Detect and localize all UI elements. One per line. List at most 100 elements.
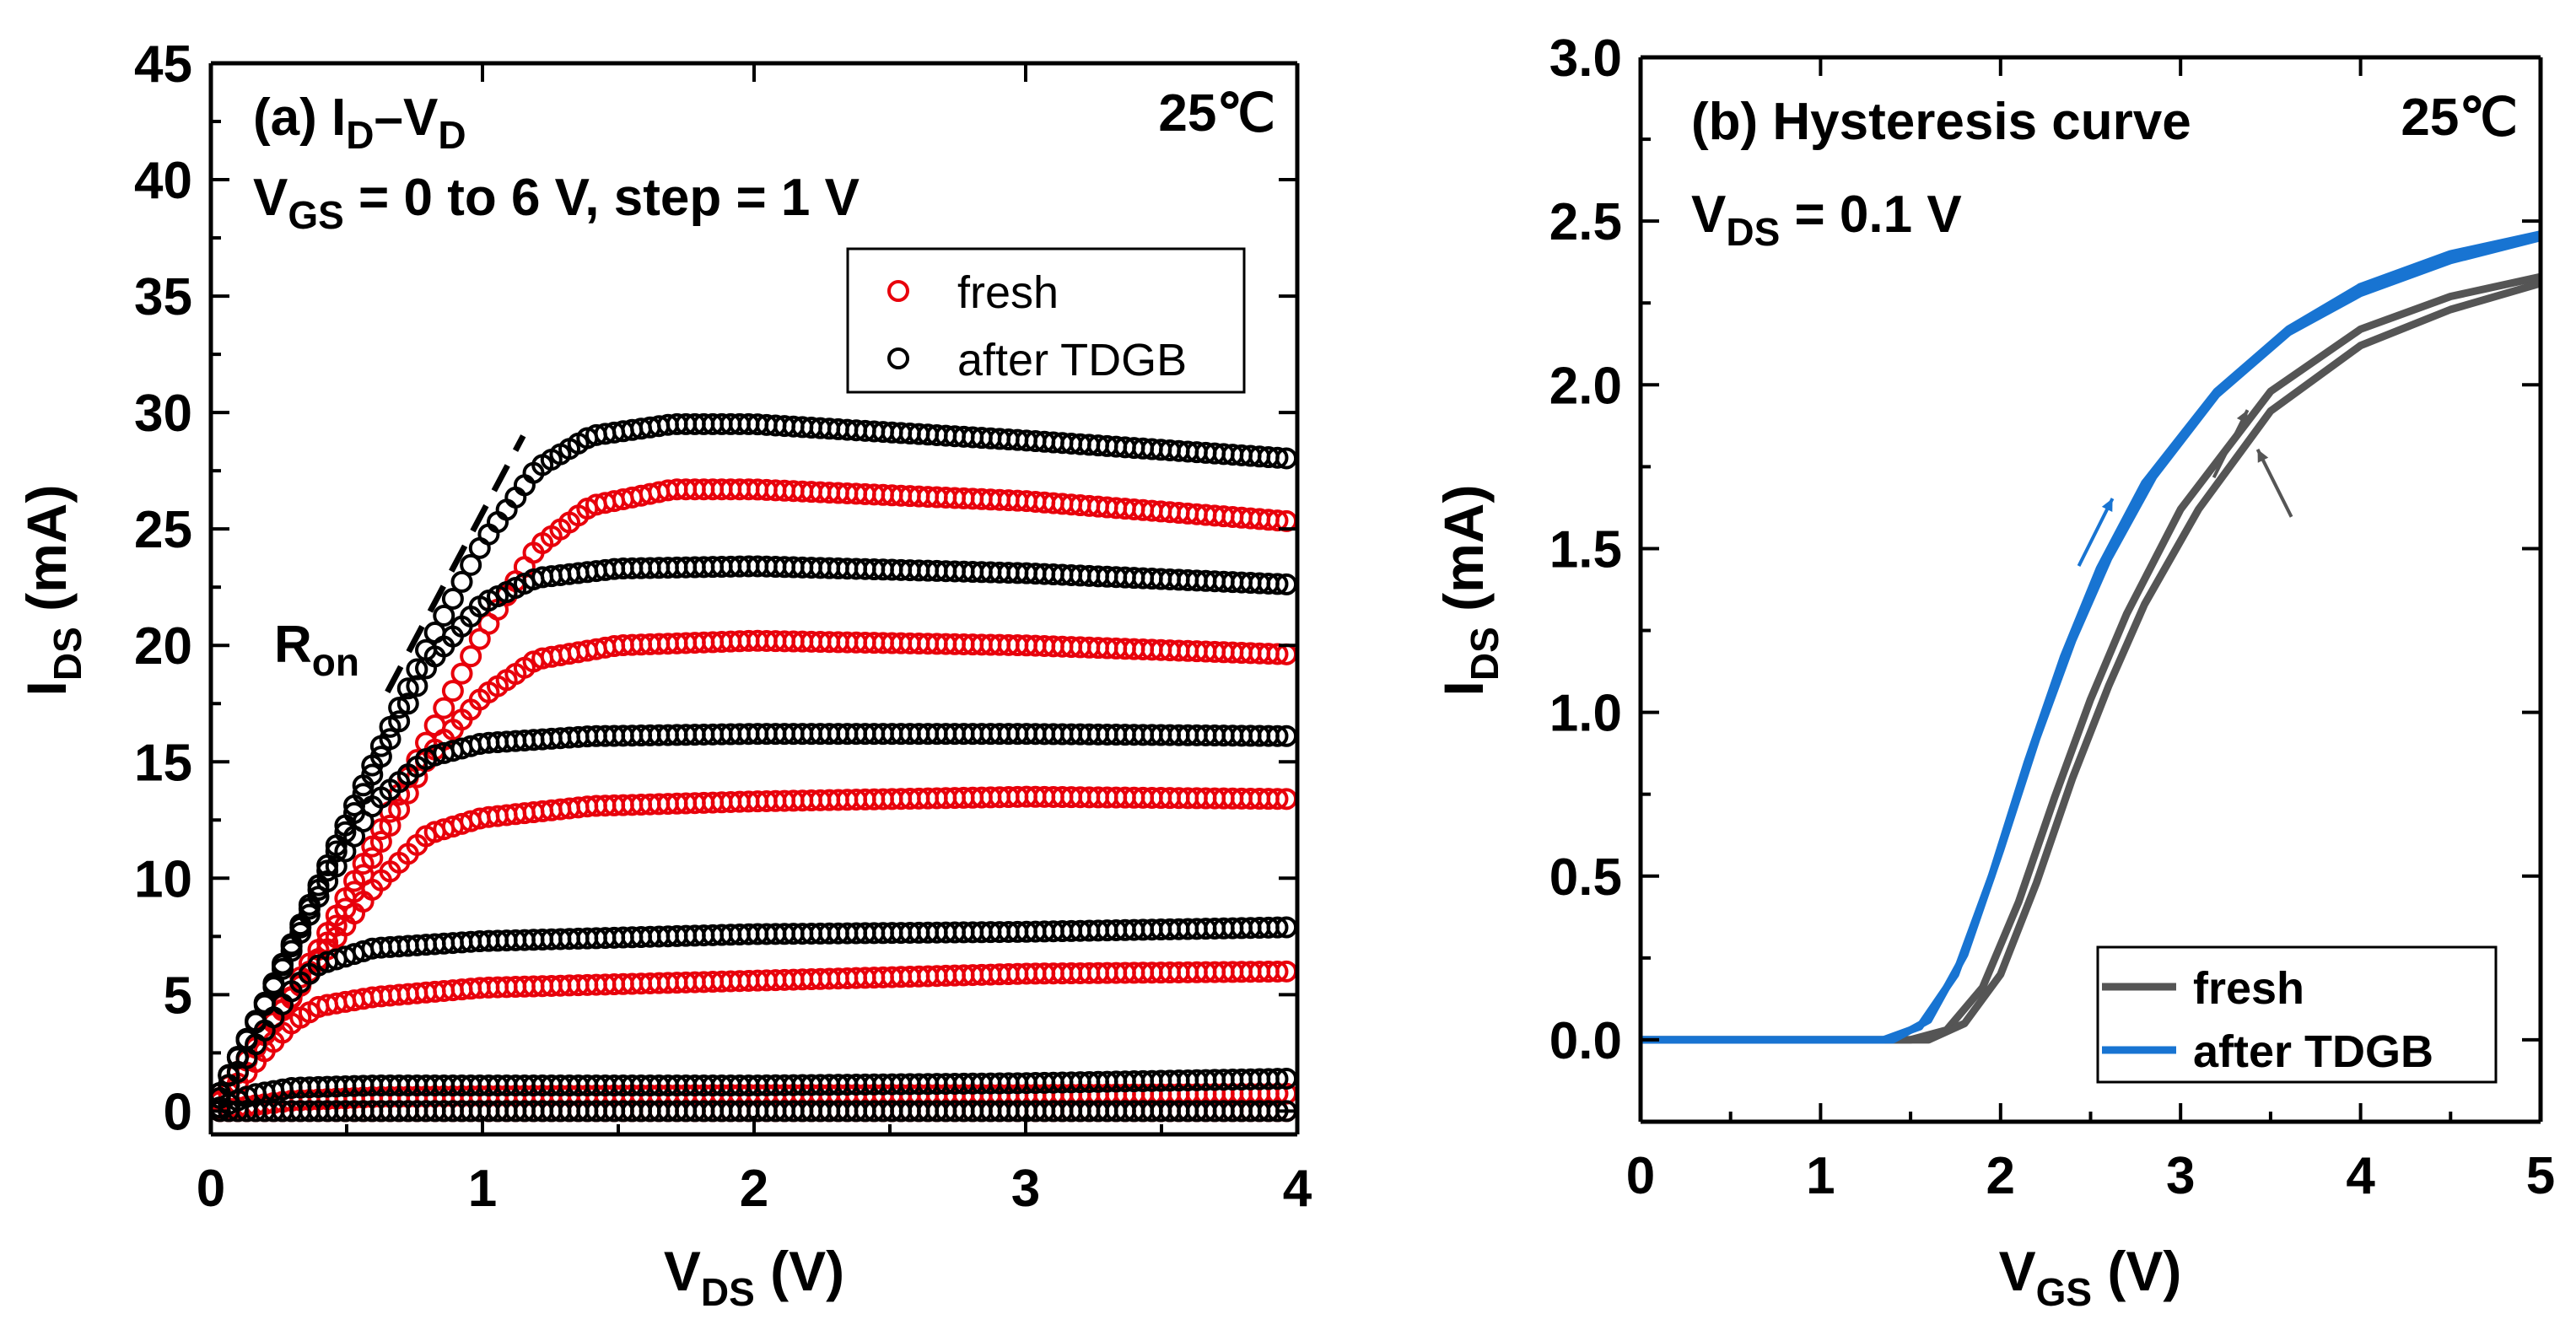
data-point: [450, 662, 473, 685]
series-after-tdgb: [1641, 230, 2542, 1044]
panel-b-ytick-label: 0.5: [1549, 848, 1622, 907]
data-point: [218, 1064, 240, 1086]
legend-label-after-tdgb-b: after TDGB: [2193, 1026, 2433, 1077]
data-point: [343, 870, 366, 892]
panel-a-ytick-label: 5: [164, 967, 192, 1025]
curve-down-sweep: [1641, 234, 2542, 1044]
panel-b-xtick-label: 5: [2526, 1147, 2555, 1205]
panel-b-arrows: [2077, 409, 2293, 567]
data-point: [1266, 960, 1289, 983]
panel-b-title: (b) Hysteresis curve: [1691, 93, 2191, 151]
data-point: [1266, 916, 1289, 939]
data-point: [343, 794, 366, 816]
panel-a-ron-label: Ron: [274, 616, 359, 684]
panel-a-ron-dashed-line: [385, 434, 526, 694]
data-point: [325, 904, 348, 927]
data-point: [369, 735, 392, 757]
data-point: [1266, 643, 1289, 665]
panel-a-ytick-label: 0: [164, 1083, 192, 1141]
data-point: [1266, 446, 1289, 469]
panel-a-ytick-label: 35: [134, 268, 192, 326]
panel-a-curves: [208, 412, 1298, 1123]
data-point: [396, 677, 419, 700]
data-point: [388, 697, 411, 719]
panel-b-xtick-label: 3: [2166, 1147, 2195, 1205]
panel-b-ytick-label: 1.5: [1549, 520, 1622, 579]
data-point: [433, 604, 455, 627]
data-point: [262, 972, 285, 994]
panel-b-xtick-label: 0: [1626, 1147, 1655, 1205]
data-point: [307, 874, 330, 897]
legend-marker-fresh: [887, 280, 909, 302]
series-after-tdgb: [208, 412, 1298, 1123]
data-point: [361, 835, 384, 858]
data-point: [298, 893, 321, 916]
data-point: [352, 853, 375, 875]
data-point: [379, 715, 401, 738]
data-point: [334, 887, 357, 910]
data-point: [245, 1010, 267, 1032]
panel-a-ytick-label: 15: [134, 734, 192, 792]
data-point: [235, 1027, 258, 1050]
curve-vgs-5: [208, 629, 1298, 1110]
data-point: [369, 818, 392, 841]
data-point: [334, 814, 357, 837]
sweep-arrow-up: [2212, 409, 2250, 479]
data-point: [460, 645, 482, 668]
data-point: [316, 854, 339, 877]
data-point: [1266, 573, 1289, 595]
panel-a-xtick-label: 4: [1283, 1160, 1312, 1218]
panel-a-ytick-label: 25: [134, 501, 192, 559]
curve-vgs-4: [208, 723, 1298, 1105]
data-point: [433, 697, 455, 719]
panel-a-xtick-label: 1: [468, 1160, 497, 1218]
legend-label-fresh-b: fresh: [2193, 963, 2304, 1014]
data-point: [253, 991, 276, 1014]
data-point: [316, 922, 339, 945]
data-point: [361, 754, 384, 777]
panel-b-ytick-label: 2.5: [1549, 193, 1622, 251]
panel-a-title: (a) ID–VD: [253, 89, 466, 157]
panel-a-ytick-label: 20: [134, 617, 192, 676]
panel-b-temperature: 25℃: [2401, 89, 2518, 147]
data-point: [423, 622, 446, 644]
legend-marker-after-tdgb: [887, 347, 909, 369]
data-point: [226, 1046, 249, 1069]
panel-b-ytick-label: 3.0: [1549, 30, 1622, 88]
panel-a-xtick-label: 0: [197, 1160, 225, 1218]
panel-b-hysteresis: 0 1 2 3 4 5 0.0 0.5 1.0 1.5 2.0 2.5 3.0 (b) Hysteres…: [1432, 30, 2555, 1314]
panel-b-xtick-label: 1: [1806, 1147, 1835, 1205]
data-point: [388, 798, 411, 821]
data-point: [1266, 724, 1289, 747]
data-point: [1266, 788, 1289, 811]
data-point: [423, 714, 446, 737]
panel-b-condition: VDS = 0.1 V: [1691, 186, 1962, 254]
panel-b-xlabel: VGS (V): [1999, 1240, 2182, 1314]
data-point: [460, 553, 482, 576]
data-point: [406, 658, 428, 681]
data-point: [280, 933, 303, 956]
panel-b-legend: fresh after TDGB: [2096, 945, 2498, 1084]
series-fresh: [1641, 272, 2542, 1044]
panel-a-xlabel: VDS (V): [664, 1240, 844, 1314]
data-point: [289, 913, 312, 936]
data-point: [450, 570, 473, 593]
panel-b-ytick-label: 0.0: [1549, 1012, 1622, 1070]
curve-up-sweep: [1641, 272, 2541, 1044]
data-point: [1266, 1068, 1289, 1091]
panel-a-ytick-label: 30: [134, 385, 192, 443]
panel-a-temperature: 25℃: [1158, 84, 1275, 143]
curve-vgs-2: [208, 1067, 1298, 1119]
data-point: [352, 774, 375, 797]
panel-a-ytick-label: 40: [134, 152, 192, 210]
panel-a-legend: fresh after TDGB: [846, 247, 1246, 394]
curve-up-sweep: [1641, 230, 2541, 1044]
data-point: [1266, 509, 1289, 532]
sweep-arrow-up: [2077, 498, 2115, 567]
sweep-arrow-down: [2255, 448, 2293, 518]
data-point: [406, 675, 428, 697]
panel-b-ticks: 0 1 2 3 4 5 0.0 0.5 1.0 1.5 2.0 2.5 3.0: [1549, 30, 2555, 1205]
